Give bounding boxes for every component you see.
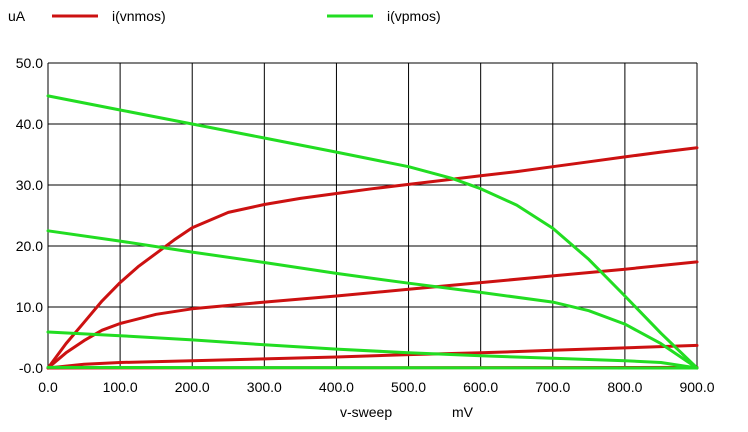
- series-line-ivnmos: [46, 343, 699, 370]
- x-axis-unit: mV: [452, 404, 474, 420]
- x-tick-label: 900.0: [679, 379, 714, 395]
- x-tick-label: 300.0: [247, 379, 282, 395]
- x-tick-label: 500.0: [391, 379, 426, 395]
- x-tick-labels: 0.0 100.0 200.0 300.0 400.0 500.0 600.0 700.0 80…: [38, 379, 714, 395]
- y-tick-label: -0.0: [19, 360, 43, 376]
- x-tick-label: 0.0: [38, 379, 58, 395]
- y-tick-label: 40.0: [16, 116, 43, 132]
- x-tick-label: 200.0: [175, 379, 210, 395]
- series-line-ivpmos: [46, 229, 699, 370]
- y-tick-labels: -0.0 10.0 20.0 30.0 40.0 50.0: [16, 55, 43, 376]
- x-tick-label: 100.0: [103, 379, 138, 395]
- y-tick-label: 50.0: [16, 55, 43, 71]
- x-tick-label: 700.0: [535, 379, 570, 395]
- x-tick-label: 600.0: [463, 379, 498, 395]
- series-line-ivpmos: [46, 94, 699, 370]
- series-layer: [46, 94, 699, 370]
- series-line-ivpmos: [46, 330, 699, 370]
- series-line-ivpmos: [46, 365, 699, 370]
- legend-label-vnmos: i(vnmos): [112, 8, 166, 24]
- grid: [47, 62, 698, 369]
- legend: uA i(vnmos) i(vpmos): [8, 8, 441, 24]
- x-tick-label: 400.0: [319, 379, 354, 395]
- y-unit-label: uA: [8, 8, 26, 24]
- y-tick-label: 20.0: [16, 238, 43, 254]
- y-tick-label: 30.0: [16, 177, 43, 193]
- y-tick-label: 10.0: [16, 299, 43, 315]
- x-tick-label: 800.0: [607, 379, 642, 395]
- x-axis-label: v-sweep: [340, 404, 392, 420]
- series-line-ivnmos: [46, 146, 699, 370]
- series-line-ivnmos: [46, 260, 699, 370]
- legend-label-vpmos: i(vpmos): [387, 8, 441, 24]
